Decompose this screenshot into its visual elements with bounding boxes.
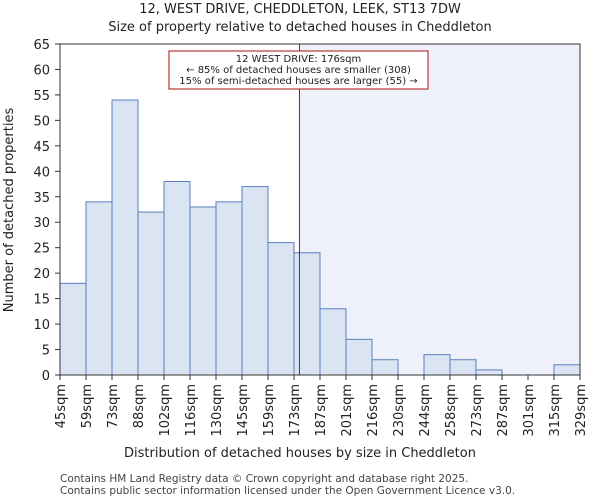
bar-145sqm — [241, 186, 269, 376]
x-tick-label: 287sqm — [496, 384, 511, 437]
y-tick-label: 50 — [33, 114, 50, 129]
x-tick-label: 102sqm — [158, 384, 173, 437]
footer-line-1: Contains HM Land Registry data © Crown c… — [60, 473, 468, 485]
x-tick-label: 216sqm — [366, 384, 381, 437]
y-tick-label: 5 — [42, 344, 50, 359]
chart-title: 12, WEST DRIVE, CHEDDLETON, LEEK, ST13 7… — [139, 2, 461, 17]
bar-73sqm — [111, 99, 139, 376]
y-tick-label: 65 — [33, 38, 50, 53]
x-tick-label: 329sqm — [574, 384, 589, 437]
annotation-line-3: 15% of semi-detached houses are larger (… — [179, 76, 417, 87]
footer-line-2: Contains public sector information licen… — [60, 485, 515, 497]
annotation-line-1: 12 WEST DRIVE: 176sqm — [236, 54, 361, 65]
y-tick-label: 0 — [42, 369, 50, 384]
bar-159sqm — [267, 242, 295, 376]
bar-116sqm — [189, 206, 217, 376]
bar-216sqm — [371, 359, 399, 376]
bar-45sqm — [59, 282, 87, 376]
x-tick-label: 201sqm — [340, 384, 355, 437]
x-tick-label: 159sqm — [262, 384, 277, 437]
bar-187sqm — [319, 308, 347, 376]
x-tick-label: 258sqm — [444, 384, 459, 437]
bar-315sqm — [553, 364, 581, 376]
x-tick-label: 173sqm — [288, 384, 303, 437]
annotation-box: 12 WEST DRIVE: 176sqm ← 85% of detached … — [168, 50, 429, 90]
y-tick-label: 20 — [33, 267, 50, 282]
plot-frame — [59, 43, 581, 376]
y-tick-label: 30 — [33, 216, 50, 231]
bar-258sqm — [449, 359, 477, 376]
x-tick-label: 230sqm — [392, 384, 407, 437]
x-tick-label: 273sqm — [470, 384, 485, 437]
x-axis-title: Distribution of detached houses by size … — [124, 446, 476, 461]
y-tick-label: 55 — [33, 89, 50, 104]
x-tick-label: 145sqm — [236, 384, 251, 437]
bar-201sqm — [345, 338, 373, 376]
x-tick-label: 88sqm — [132, 384, 147, 428]
y-tick-label: 60 — [33, 63, 50, 78]
bar-173sqm — [293, 252, 321, 376]
x-tick-label: 73sqm — [106, 384, 121, 428]
y-axis: 0 5 10 15 20 25 30 35 40 45 50 55 60 65 — [33, 38, 60, 384]
x-tick-label: 315sqm — [548, 384, 563, 437]
bar-130sqm — [215, 201, 243, 376]
y-tick-label: 35 — [33, 191, 50, 206]
bar-273sqm — [475, 369, 503, 376]
annotation-border — [168, 50, 429, 90]
y-tick-label: 10 — [33, 318, 50, 333]
bar-102sqm — [163, 180, 191, 376]
bar-59sqm — [85, 201, 113, 376]
bar-series — [59, 99, 581, 376]
x-tick-label: 244sqm — [418, 384, 433, 437]
x-tick-label: 116sqm — [184, 384, 199, 437]
bar-88sqm — [137, 211, 165, 376]
bar-244sqm — [423, 354, 451, 376]
y-tick-label: 45 — [33, 140, 50, 155]
y-tick-label: 40 — [33, 165, 50, 180]
x-tick-label: 45sqm — [54, 384, 69, 428]
y-axis-title: Number of detached properties — [2, 108, 17, 313]
y-tick-label: 25 — [33, 242, 50, 257]
x-axis: 45sqm 59sqm 73sqm 88sqm 102sqm 116sqm 130sqm 14… — [54, 375, 589, 437]
y-tick-label: 15 — [33, 293, 50, 308]
chart-subtitle: Size of property relative to detached ho… — [108, 20, 492, 35]
x-tick-label: 187sqm — [314, 384, 329, 437]
annotation-line-2: ← 85% of detached houses are smaller (30… — [186, 65, 411, 76]
x-tick-label: 130sqm — [210, 384, 225, 437]
x-tick-label: 59sqm — [80, 384, 95, 428]
x-tick-label: 301sqm — [522, 384, 537, 437]
